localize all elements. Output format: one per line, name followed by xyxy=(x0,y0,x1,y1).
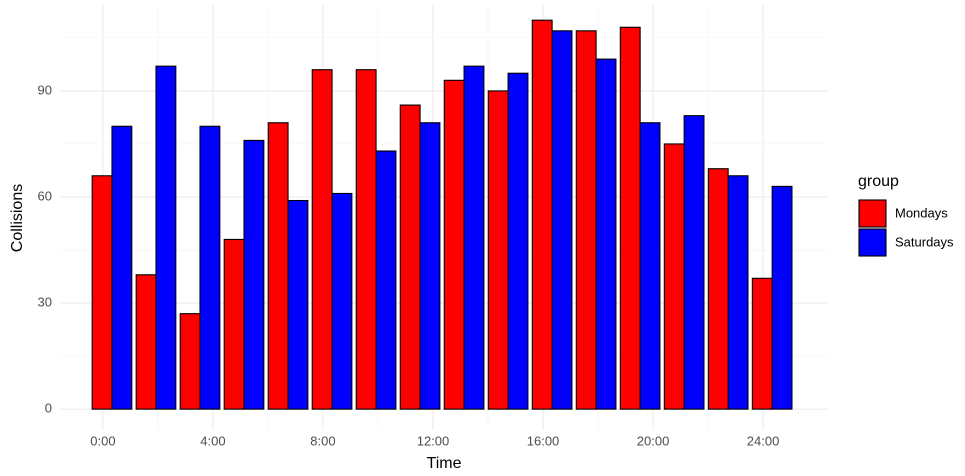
x-axis-title: Time xyxy=(427,455,462,472)
bar xyxy=(487,90,509,410)
bar xyxy=(91,175,113,410)
bar xyxy=(419,122,441,410)
bar xyxy=(531,19,553,410)
y-tick-label: 90 xyxy=(38,82,52,97)
x-tick-label: 4:00 xyxy=(200,433,225,448)
bar xyxy=(399,104,421,410)
y-tick-label: 30 xyxy=(38,295,52,310)
bar xyxy=(707,168,729,410)
legend-key xyxy=(858,228,887,257)
bar xyxy=(595,58,617,410)
bar xyxy=(111,125,133,410)
bar xyxy=(199,125,221,410)
bar xyxy=(663,143,685,410)
bar xyxy=(223,238,245,410)
bar xyxy=(727,175,749,410)
bar xyxy=(267,122,289,410)
bar xyxy=(551,30,573,410)
bar xyxy=(243,139,265,410)
legend-title: group xyxy=(858,173,899,190)
y-axis-title: Collisions xyxy=(9,184,26,252)
bar xyxy=(575,30,597,410)
bar xyxy=(619,26,641,410)
legend-key xyxy=(858,199,887,228)
bar xyxy=(463,65,485,410)
bar xyxy=(355,69,377,410)
bar xyxy=(135,274,157,410)
x-tick-label: 12:00 xyxy=(417,433,450,448)
legend-label: Saturdays xyxy=(895,234,954,249)
bar xyxy=(287,199,309,410)
bar xyxy=(507,72,529,410)
x-tick-label: 0:00 xyxy=(90,433,115,448)
bar xyxy=(771,185,793,410)
bar xyxy=(443,79,465,410)
bar xyxy=(155,65,177,410)
y-tick-label: 0 xyxy=(45,401,52,416)
x-tick-label: 8:00 xyxy=(310,433,335,448)
bar xyxy=(375,150,397,410)
x-tick-label: 16:00 xyxy=(527,433,560,448)
bar xyxy=(639,122,661,410)
bar xyxy=(311,69,333,410)
x-tick-label: 20:00 xyxy=(637,433,670,448)
y-tick-label: 60 xyxy=(38,188,52,203)
bar xyxy=(683,115,705,410)
legend-label: Mondays xyxy=(895,205,948,220)
bar xyxy=(179,313,201,410)
x-tick-label: 24:00 xyxy=(747,433,780,448)
bar xyxy=(751,277,773,410)
bar xyxy=(331,192,353,410)
